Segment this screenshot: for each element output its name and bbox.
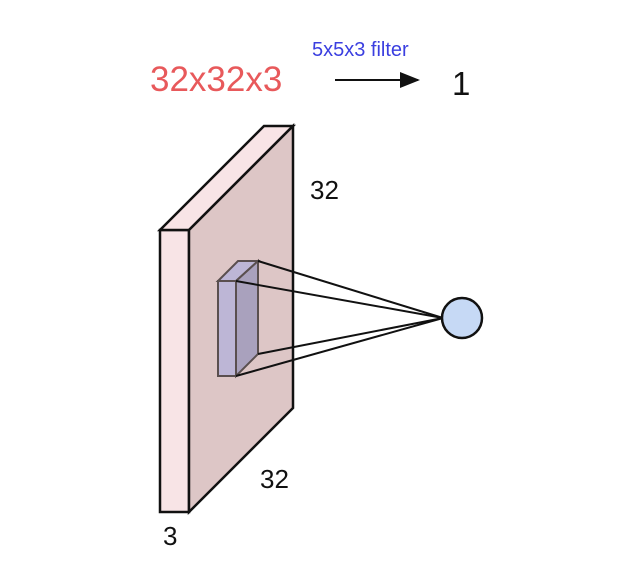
output-label: 1 bbox=[452, 65, 471, 102]
connection-line bbox=[257, 260, 444, 319]
filter-label: 5x5x3 filter bbox=[312, 39, 409, 61]
connection-line bbox=[235, 317, 444, 377]
input-volume-front-face bbox=[158, 228, 191, 514]
height-label: 32 bbox=[310, 175, 339, 205]
input-dims-label: 32x32x3 bbox=[150, 60, 283, 99]
depth-label: 3 bbox=[163, 521, 178, 551]
width-label: 32 bbox=[260, 464, 289, 494]
connection-line bbox=[257, 317, 444, 355]
output-neuron bbox=[440, 296, 484, 340]
connection-line bbox=[235, 280, 444, 319]
filter-front-face bbox=[217, 280, 237, 377]
